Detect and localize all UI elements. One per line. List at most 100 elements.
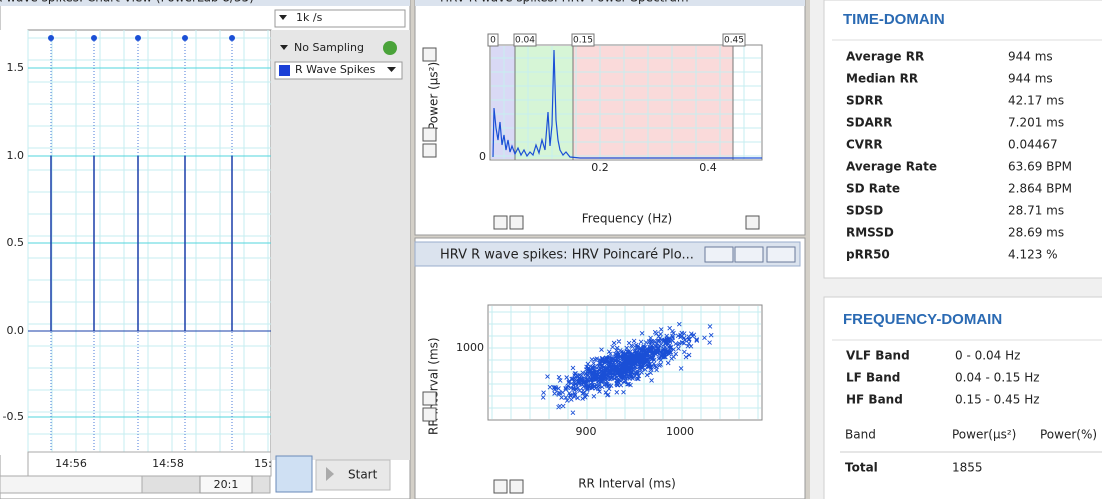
stat-name: SDSD xyxy=(846,204,883,218)
band-label: 0.15 xyxy=(573,36,593,46)
stat-value: 2.864 BPM xyxy=(1008,182,1072,196)
band-label: 0.04 xyxy=(515,36,535,46)
x-tick-label: 0.4 xyxy=(699,161,717,174)
event-marker xyxy=(91,35,97,41)
zoom-value[interactable]: 20:1 xyxy=(214,478,239,491)
small-button xyxy=(422,143,437,158)
stat-value: 28.71 ms xyxy=(1008,204,1064,218)
heading: TIME-DOMAIN xyxy=(843,11,945,28)
event-marker xyxy=(135,35,141,41)
event-marker xyxy=(229,35,235,41)
stat-name: CVRR xyxy=(846,138,883,152)
stat-name: Average Rate xyxy=(846,160,937,174)
band-name: HF Band xyxy=(846,393,903,407)
stat-value: 7.201 ms xyxy=(1008,116,1064,130)
small-button xyxy=(509,215,524,230)
channel-color xyxy=(279,65,290,76)
stat-name: SD Rate xyxy=(846,182,900,196)
band-name: LF Band xyxy=(846,371,900,385)
small-button xyxy=(422,47,437,62)
stat-value: 28.69 ms xyxy=(1008,226,1064,240)
window-title: HRV R wave spikes: HRV Poincaré Plo... xyxy=(440,248,694,263)
side-controls xyxy=(271,30,410,460)
title-bar xyxy=(0,0,410,6)
y-tick-label: 1.5 xyxy=(7,61,25,74)
band-label: 0 xyxy=(490,36,496,46)
lf-band xyxy=(515,46,573,159)
band-range: 0.04 - 0.15 Hz xyxy=(955,371,1040,385)
frequency-domain-box xyxy=(823,296,1102,499)
box xyxy=(0,30,28,455)
x-tick-label: 15: xyxy=(254,457,272,470)
scatter-points xyxy=(540,321,714,416)
spectrum-line xyxy=(492,49,762,159)
band-tag xyxy=(487,33,499,47)
stat-name: SDRR xyxy=(846,94,883,108)
band-range: 0.15 - 0.45 Hz xyxy=(955,393,1040,407)
stat-name: pRR50 xyxy=(846,248,890,262)
dropdown-arrow xyxy=(279,15,287,20)
heading: FREQUENCY-DOMAIN xyxy=(843,311,1002,328)
rate[interactable]: 1k /s xyxy=(296,11,323,24)
minimize xyxy=(704,246,734,263)
info-icon xyxy=(383,41,397,55)
stat-name: Average RR xyxy=(846,50,924,64)
total-value: 1855 xyxy=(952,461,983,475)
start[interactable]: Start xyxy=(348,468,378,482)
column-header: Band xyxy=(845,428,876,442)
stat-name: Median RR xyxy=(846,72,918,86)
total-label: Total xyxy=(845,461,878,475)
y-tick-label: 1000 xyxy=(456,341,484,354)
scrollbar xyxy=(0,475,143,494)
stat-value: 944 ms xyxy=(1008,72,1053,86)
stat-value: 944 ms xyxy=(1008,50,1053,64)
y-tick-label: 0.5 xyxy=(7,236,25,249)
small-button xyxy=(745,215,760,230)
window-title: HRV R wave spikes: HRV Power Spectrum xyxy=(440,0,689,5)
x-tick-label: 900 xyxy=(576,425,597,438)
band-tag xyxy=(513,33,537,47)
maximize xyxy=(734,246,764,263)
dropdown-arrow xyxy=(387,67,396,72)
window-title: R wave spikes: Chart View (PowerLab 8/35… xyxy=(0,0,254,5)
x-tick-label: 0.2 xyxy=(591,161,609,174)
y-axis-label: Power (µs²) xyxy=(427,62,441,130)
stat-value: 4.123 % xyxy=(1008,248,1058,262)
x-tick-label: 14:58 xyxy=(152,457,184,470)
x-tick-label: 1000 xyxy=(666,425,694,438)
small-button xyxy=(422,407,437,422)
y-tick-label: 1.0 xyxy=(7,149,25,162)
column-header: Power(%) xyxy=(1040,428,1097,442)
event-marker xyxy=(182,35,188,41)
arrow xyxy=(280,45,288,50)
stat-value: 0.04467 xyxy=(1008,138,1058,152)
close xyxy=(766,246,796,263)
play-icon xyxy=(326,467,334,481)
stat-name: SDARR xyxy=(846,116,892,130)
y-tick-label: -0.5 xyxy=(3,410,24,423)
small-button xyxy=(493,215,508,230)
zoom xyxy=(199,475,253,494)
band-name: VLF Band xyxy=(846,349,910,363)
plot-area xyxy=(27,29,272,453)
stat-name: RMSSD xyxy=(846,226,894,240)
y-tick-label: 0.0 xyxy=(7,324,25,337)
x-axis-label: RR Interval (ms) xyxy=(578,477,676,491)
x-axis-label: Frequency (Hz) xyxy=(582,212,673,226)
event-marker xyxy=(48,35,54,41)
channel[interactable]: R Wave Spikes xyxy=(295,63,376,76)
channel-dropdown xyxy=(274,61,403,80)
band-label: 0.45 xyxy=(724,36,744,46)
band-range: 0 - 0.04 Hz xyxy=(955,349,1020,363)
title-bar xyxy=(415,0,805,6)
stat-value: 42.17 ms xyxy=(1008,94,1064,108)
rate-dropdown xyxy=(274,9,406,28)
small-button xyxy=(422,391,437,406)
y-tick-label: 0 xyxy=(479,150,486,163)
small-button xyxy=(422,127,437,142)
x-tick-label: 14:56 xyxy=(55,457,87,470)
sampling[interactable]: No Sampling xyxy=(294,41,364,54)
record-button xyxy=(275,455,313,493)
column-header: Power(µs²) xyxy=(952,428,1016,442)
